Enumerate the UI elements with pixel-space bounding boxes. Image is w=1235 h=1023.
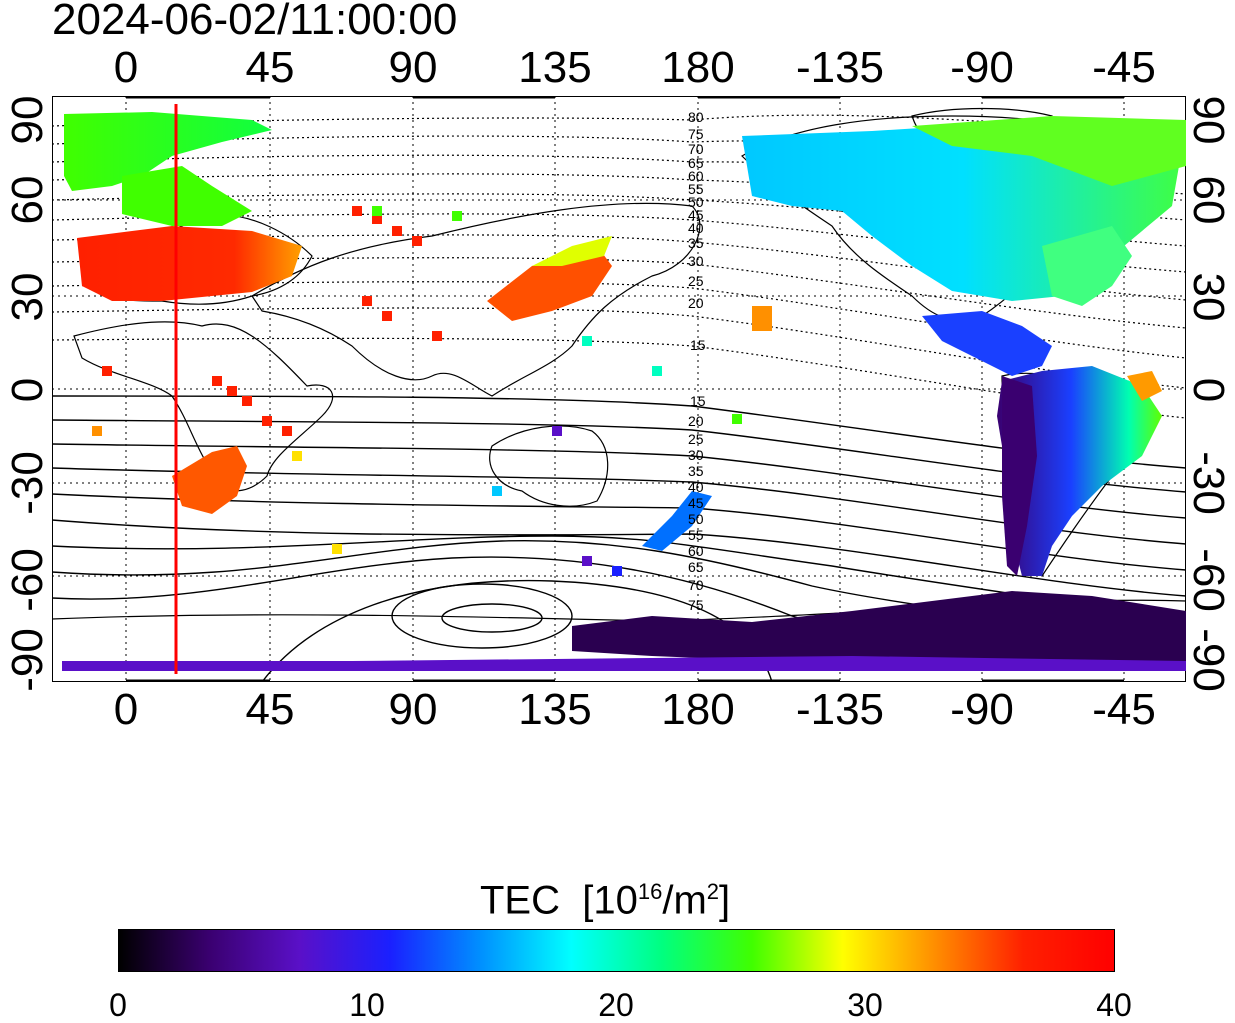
bottom-axis-tick: 45 bbox=[245, 685, 295, 734]
coast-asia bbox=[251, 202, 701, 397]
contour-label: 65 bbox=[688, 155, 704, 171]
contour-label: 30 bbox=[688, 253, 704, 269]
bottom-axis-tick: 135 bbox=[518, 685, 592, 734]
tec-region-south-america bbox=[997, 366, 1162, 576]
bottom-axis-tick: 0 bbox=[113, 685, 139, 734]
top-axis-tick: -45 bbox=[1092, 43, 1156, 92]
tec-region-east-us bbox=[1042, 226, 1132, 306]
colorbar-tick: 10 bbox=[349, 987, 385, 1023]
colorbar-unit-suffix: ] bbox=[719, 878, 731, 923]
right-axis-tick: -90 bbox=[1184, 628, 1233, 692]
contour-label: 55 bbox=[688, 527, 704, 543]
left-axis-tick: 60 bbox=[3, 175, 52, 225]
contour-label: 60 bbox=[688, 543, 704, 559]
tec-region-chile bbox=[1002, 376, 1037, 576]
tec-region-south-pole-band bbox=[62, 656, 1186, 671]
bottom-axis-tick: -90 bbox=[950, 685, 1014, 734]
colorbar-title: TEC [1016/m2] bbox=[480, 868, 730, 924]
contour-label: 35 bbox=[688, 463, 704, 479]
top-axis-tick: 90 bbox=[388, 43, 438, 92]
tec-scatter bbox=[92, 206, 772, 576]
contour-label: 65 bbox=[688, 559, 704, 575]
tec-region-canada-green bbox=[912, 116, 1186, 186]
right-axis-tick: 60 bbox=[1184, 175, 1233, 225]
tec-region-scandinavia bbox=[122, 166, 252, 226]
contour-label: 75 bbox=[688, 126, 704, 142]
contour-label: 70 bbox=[688, 577, 704, 593]
contour-label: 30 bbox=[688, 447, 704, 463]
colorbar-tick: 30 bbox=[847, 987, 883, 1023]
left-axis-tick: 0 bbox=[3, 377, 52, 403]
top-axis-tick: -135 bbox=[795, 43, 885, 92]
top-axis-tick: 0 bbox=[113, 43, 139, 92]
left-axis-tick: -30 bbox=[3, 451, 52, 515]
contour-label: 15 bbox=[690, 393, 706, 409]
tec-data bbox=[62, 112, 1186, 671]
colorbar-tick: 40 bbox=[1096, 987, 1132, 1023]
tec-region-central-america bbox=[922, 311, 1052, 376]
right-axis-tick: 90 bbox=[1184, 95, 1233, 145]
tec-map: 80 75 70 65 60 55 50 45 40 35 30 25 20 1… bbox=[52, 96, 1186, 682]
top-axis-tick: 135 bbox=[518, 43, 592, 92]
right-axis-tick: 0 bbox=[1184, 377, 1233, 403]
contour-label: 15 bbox=[690, 337, 706, 353]
bottom-axis-tick: -45 bbox=[1092, 685, 1156, 734]
left-axis-tick: 90 bbox=[3, 95, 52, 145]
right-axis-tick: -30 bbox=[1184, 451, 1233, 515]
contour-label: 35 bbox=[688, 235, 704, 251]
colorbar bbox=[118, 929, 1115, 972]
coast-africa bbox=[73, 321, 334, 492]
contour-label: 75 bbox=[688, 597, 704, 613]
tec-region-europe bbox=[77, 226, 302, 301]
colorbar-tick: 20 bbox=[598, 987, 634, 1023]
contour-label: 25 bbox=[688, 431, 704, 447]
colorbar-unit-prefix: [10 bbox=[582, 878, 638, 923]
contour-label: 50 bbox=[688, 511, 704, 527]
contour-label-group-north: 80 75 70 65 60 55 50 45 40 35 30 25 20 1… bbox=[688, 109, 706, 353]
right-axis-tick: -60 bbox=[1184, 548, 1233, 612]
left-axis-tick: -60 bbox=[3, 548, 52, 612]
contour-label: 20 bbox=[688, 413, 704, 429]
tec-region-tasman bbox=[642, 491, 712, 551]
colorbar-unit-mid: /m bbox=[662, 878, 707, 923]
contour-label: 20 bbox=[688, 295, 704, 311]
top-axis-tick: -90 bbox=[950, 43, 1014, 92]
colorbar-unit-exponent2: 2 bbox=[706, 879, 720, 904]
top-axis-tick: 180 bbox=[661, 43, 735, 92]
top-axis-tick: 45 bbox=[245, 43, 295, 92]
tec-region-south-africa bbox=[172, 446, 247, 514]
bottom-axis-tick: -135 bbox=[795, 685, 885, 734]
right-axis-tick: 30 bbox=[1184, 272, 1233, 322]
contour-label: 40 bbox=[688, 479, 704, 495]
contour-label: 60 bbox=[688, 168, 704, 184]
contour-label: 45 bbox=[688, 207, 704, 223]
contour-label: 70 bbox=[688, 141, 704, 157]
colorbar-unit-exponent: 16 bbox=[637, 879, 663, 904]
contour-label: 45 bbox=[688, 495, 704, 511]
tec-region-brazil-orange bbox=[1127, 371, 1162, 401]
tec-region-japan-edge bbox=[532, 236, 612, 266]
colorbar-tick: 0 bbox=[109, 987, 127, 1023]
tec-region-antarctic bbox=[572, 591, 1186, 666]
bottom-axis-tick: 90 bbox=[388, 685, 438, 734]
contour-label: 80 bbox=[688, 109, 704, 125]
contour-label: 55 bbox=[688, 181, 704, 197]
left-axis-tick: -90 bbox=[3, 628, 52, 692]
left-axis-tick: 30 bbox=[3, 272, 52, 322]
contour-label-group-south: 15 20 25 30 35 40 45 50 55 60 65 70 75 bbox=[688, 393, 706, 613]
contour-label: 40 bbox=[688, 220, 704, 236]
tec-region-japan bbox=[487, 246, 612, 321]
timestamp-title: 2024-06-02/11:00:00 bbox=[52, 0, 458, 44]
bottom-axis-tick: 180 bbox=[661, 685, 735, 734]
tec-region-arctic-europe bbox=[64, 112, 272, 191]
colorbar-title-label: TEC bbox=[480, 878, 560, 923]
contour-label: 50 bbox=[688, 194, 704, 210]
contour-label: 25 bbox=[688, 273, 704, 289]
